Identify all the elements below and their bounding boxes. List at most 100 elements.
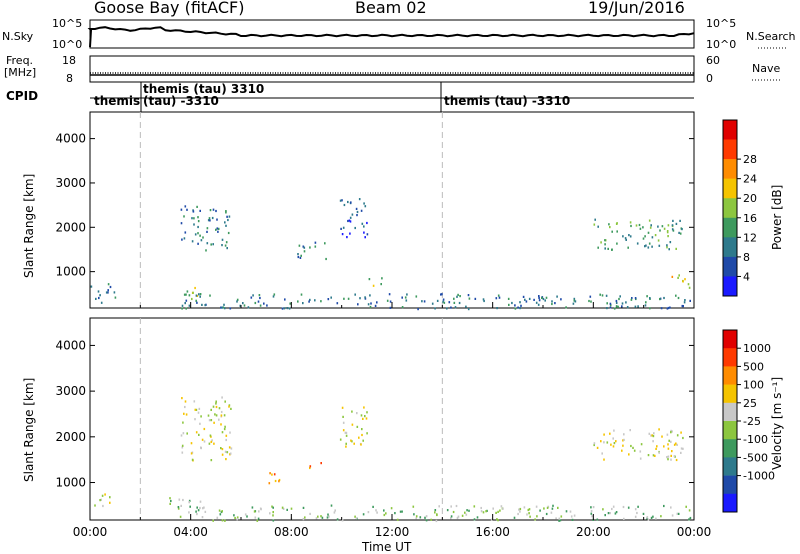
data-cell bbox=[596, 446, 599, 449]
data-cell bbox=[224, 221, 226, 224]
data-cell bbox=[528, 297, 531, 300]
x-axis-label: Time UT bbox=[362, 540, 412, 554]
data-cell bbox=[210, 440, 213, 443]
data-cell bbox=[177, 506, 180, 509]
velocity-colorbar-label-3: 25 bbox=[743, 397, 757, 410]
data-cell bbox=[209, 294, 211, 297]
power-colorbar-label-5: 24 bbox=[743, 173, 757, 186]
data-cell bbox=[394, 512, 396, 515]
data-cell bbox=[272, 514, 274, 517]
data-cell bbox=[349, 220, 352, 223]
data-cell bbox=[181, 451, 184, 454]
data-cell bbox=[660, 307, 663, 310]
data-cell bbox=[302, 302, 304, 305]
data-cell bbox=[315, 517, 318, 520]
data-cell bbox=[667, 447, 670, 450]
data-cell bbox=[541, 296, 543, 299]
data-cell bbox=[380, 283, 382, 286]
cpid-segment-1: themis bbox=[94, 94, 141, 108]
data-cell bbox=[600, 440, 602, 443]
data-cell bbox=[361, 222, 364, 225]
data-cell bbox=[181, 397, 183, 400]
data-cell bbox=[497, 294, 500, 297]
data-cell bbox=[603, 433, 605, 436]
data-cell bbox=[345, 431, 348, 434]
data-cell bbox=[299, 256, 302, 259]
data-cell bbox=[199, 209, 201, 212]
data-cell bbox=[667, 443, 669, 446]
data-cell bbox=[203, 427, 206, 431]
data-cell bbox=[224, 450, 227, 453]
cpid-segment-4: themis (tau) -3310 bbox=[444, 94, 571, 108]
data-cell bbox=[302, 245, 305, 248]
data-cell bbox=[383, 513, 386, 517]
data-cell bbox=[304, 516, 306, 519]
data-cell bbox=[678, 231, 680, 234]
data-cell bbox=[216, 218, 218, 221]
velocity-ytick-label-0: 1000 bbox=[55, 476, 86, 490]
data-cell bbox=[669, 306, 671, 309]
data-cell bbox=[476, 516, 479, 519]
data-cell bbox=[202, 507, 204, 510]
data-cell bbox=[271, 505, 273, 508]
data-cell bbox=[179, 515, 182, 518]
data-cell bbox=[204, 304, 206, 307]
data-cell bbox=[644, 245, 646, 248]
data-cell bbox=[631, 297, 633, 300]
data-cell bbox=[259, 507, 262, 510]
data-cell bbox=[356, 425, 359, 428]
data-cell bbox=[343, 203, 346, 207]
data-cell bbox=[190, 442, 193, 445]
data-cell bbox=[602, 508, 604, 511]
data-cell bbox=[251, 506, 254, 509]
data-cell bbox=[571, 518, 574, 521]
data-cell bbox=[364, 415, 366, 418]
data-cell bbox=[519, 510, 521, 513]
power-colorbar-cell-8 bbox=[723, 276, 737, 297]
data-cell bbox=[339, 199, 342, 202]
data-cell bbox=[438, 505, 440, 508]
data-cell bbox=[401, 296, 403, 299]
data-cell bbox=[667, 455, 670, 458]
data-cell bbox=[224, 400, 226, 403]
data-cell bbox=[675, 222, 678, 225]
data-cell bbox=[225, 458, 227, 461]
data-cell bbox=[672, 229, 675, 232]
data-cell bbox=[622, 235, 624, 238]
data-cell bbox=[625, 301, 627, 304]
data-cell bbox=[109, 285, 112, 289]
velocity-colorbar-cell-7 bbox=[723, 457, 737, 476]
data-cell bbox=[257, 517, 260, 520]
data-cell bbox=[390, 507, 393, 510]
data-cell bbox=[254, 516, 257, 519]
data-cell bbox=[514, 304, 516, 307]
velocity-data-cells bbox=[94, 396, 692, 523]
data-cell bbox=[184, 205, 187, 208]
data-cell bbox=[529, 515, 531, 518]
nsky-label: N.Sky bbox=[2, 30, 34, 43]
data-cell bbox=[645, 301, 647, 304]
data-cell bbox=[195, 299, 197, 302]
power-ytick-label-2: 3000 bbox=[55, 176, 86, 190]
data-cell bbox=[233, 514, 235, 517]
data-cell bbox=[184, 400, 187, 403]
data-cell bbox=[300, 293, 303, 296]
data-cell bbox=[666, 231, 669, 234]
data-cell bbox=[210, 459, 213, 462]
data-cell bbox=[572, 302, 575, 305]
data-cell bbox=[107, 291, 109, 294]
data-cell bbox=[186, 290, 189, 293]
data-cell bbox=[186, 432, 188, 435]
freq-tick-bottom: 8 bbox=[66, 72, 73, 85]
data-cell bbox=[421, 300, 423, 303]
data-cell bbox=[440, 293, 442, 296]
data-cell bbox=[229, 452, 232, 455]
xtick-label-5: 20:00 bbox=[576, 525, 611, 539]
data-cell bbox=[109, 496, 111, 499]
data-cell bbox=[342, 415, 344, 418]
data-cell bbox=[207, 414, 210, 417]
data-cell bbox=[496, 518, 498, 521]
data-cell bbox=[282, 507, 285, 510]
data-cell bbox=[226, 215, 228, 218]
data-cell bbox=[266, 304, 268, 307]
